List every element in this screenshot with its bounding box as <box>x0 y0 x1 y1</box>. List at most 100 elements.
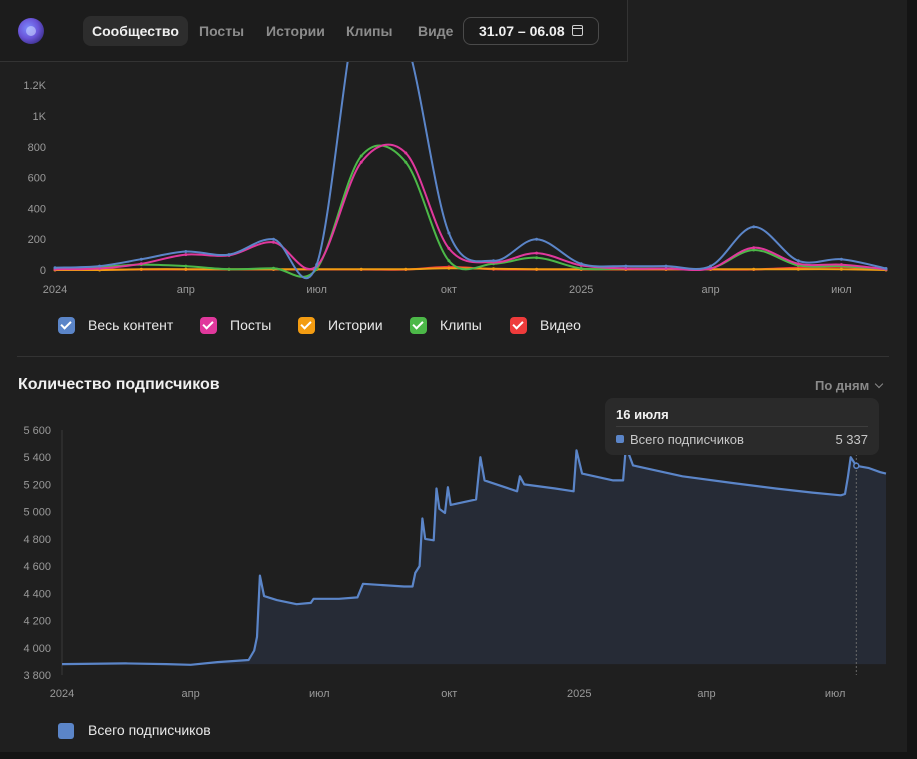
period-selector[interactable]: По дням <box>815 378 884 393</box>
legend-swatch[interactable] <box>58 723 74 739</box>
data-point <box>839 257 843 261</box>
content-activity-chart: 0 200 400 600 800 1K 1.2K 2024 апр июл окт 2025 апр… <box>23 62 888 296</box>
chevron-down-icon <box>874 379 884 389</box>
data-point <box>796 262 800 266</box>
y-tick-label: 4 400 <box>23 588 51 600</box>
y-tick-label: 600 <box>28 173 46 185</box>
y-tick-label: 3 800 <box>23 670 51 682</box>
legend-label: Весь контент <box>88 317 174 333</box>
data-point <box>272 237 275 241</box>
data-point <box>839 263 843 267</box>
data-point <box>98 264 102 268</box>
calendar-icon <box>572 25 583 36</box>
x-tick-label: окт <box>441 688 457 700</box>
data-point <box>139 257 143 261</box>
data-point <box>359 154 363 158</box>
data-point <box>184 253 188 257</box>
data-point <box>796 259 800 263</box>
data-point <box>752 248 756 252</box>
x-tick-label: июл <box>306 284 327 296</box>
x-tick-label: июл <box>309 688 330 700</box>
data-point <box>492 259 495 263</box>
x-tick-label: апр <box>182 688 200 700</box>
subscribers-chart: 3 800 4 000 4 200 4 400 4 600 4 800 5 000 5 200… <box>23 425 887 700</box>
tab-community[interactable]: Сообщество <box>83 16 188 46</box>
data-point <box>664 264 668 268</box>
x-tick-label: окт <box>441 284 457 296</box>
data-point <box>447 266 451 270</box>
data-point <box>624 267 628 270</box>
legend-label: Клипы <box>440 317 482 333</box>
checkbox-icon[interactable] <box>410 317 427 334</box>
data-point <box>447 246 451 250</box>
y-tick-label: 4 600 <box>23 561 51 573</box>
data-point <box>315 263 319 267</box>
legend-label: Посты <box>230 317 272 333</box>
y-tick-label: 4 200 <box>23 616 51 628</box>
data-point <box>227 267 231 271</box>
data-point <box>535 251 539 255</box>
data-point <box>404 267 408 271</box>
data-point <box>359 267 363 271</box>
header-bar: Сообщество Посты Истории Клипы Виде 31.0… <box>0 0 628 62</box>
legend-label: Всего подписчиков <box>88 722 211 738</box>
data-point <box>404 160 408 164</box>
data-point <box>447 259 451 263</box>
tab-stories[interactable]: Истории <box>266 23 325 39</box>
data-point <box>184 264 188 268</box>
series-line <box>54 143 887 271</box>
checkbox-icon[interactable] <box>298 317 315 334</box>
data-point <box>272 266 275 270</box>
tooltip-date: 16 июля <box>616 407 669 422</box>
data-point <box>535 267 539 271</box>
tab-clips[interactable]: Клипы <box>346 23 393 39</box>
x-tick-label: июл <box>825 688 846 700</box>
x-tick-label: 2025 <box>569 284 593 296</box>
community-avatar[interactable] <box>18 18 44 44</box>
hover-point <box>853 462 860 470</box>
checkbox-icon[interactable] <box>58 317 75 334</box>
x-tick-label: апр <box>701 284 719 296</box>
checkbox-icon[interactable] <box>510 317 527 334</box>
period-label: По дням <box>815 378 870 393</box>
x-tick-label: апр <box>697 688 715 700</box>
x-tick-label: 2024 <box>50 688 74 700</box>
tab-videos[interactable]: Виде <box>418 23 454 39</box>
date-range-label: 31.07 – 06.08 <box>479 23 565 39</box>
data-point <box>752 246 756 250</box>
data-point <box>404 151 408 155</box>
chart-tooltip: 16 июля Всего подписчиков 5 337 <box>605 398 879 455</box>
series-line <box>61 445 887 666</box>
y-tick-label: 4 800 <box>23 534 51 546</box>
data-point <box>709 267 713 270</box>
y-tick-label: 1K <box>33 111 47 123</box>
tooltip-series-name: Всего подписчиков <box>630 432 744 447</box>
x-tick-label: июл <box>831 284 852 296</box>
y-tick-label: 5 400 <box>23 452 51 464</box>
y-tick-label: 5 200 <box>23 479 51 491</box>
data-point <box>184 250 188 253</box>
y-tick-label: 800 <box>28 142 46 154</box>
data-point <box>184 267 188 271</box>
tab-posts[interactable]: Посты <box>199 23 245 39</box>
data-point <box>535 237 539 241</box>
data-point <box>884 267 888 270</box>
page-edge-bottom <box>0 752 917 759</box>
data-point <box>752 225 756 229</box>
tooltip-value: 5 337 <box>835 432 868 447</box>
date-range-button[interactable]: 31.07 – 06.08 <box>463 17 599 45</box>
tooltip-divider <box>616 426 868 427</box>
data-point <box>579 267 583 270</box>
data-point <box>579 262 583 266</box>
series-line <box>54 144 887 278</box>
y-tick-label: 4 000 <box>23 643 51 655</box>
y-tick-label: 1.2K <box>23 80 46 92</box>
data-point <box>624 264 628 268</box>
subscribers-title: Количество подписчиков <box>18 376 220 393</box>
y-tick-label: 200 <box>28 234 46 246</box>
x-tick-label: 2025 <box>567 688 591 700</box>
page-edge-right <box>907 0 917 759</box>
x-tick-label: апр <box>177 284 195 296</box>
checkbox-icon[interactable] <box>200 317 217 334</box>
y-tick-label: 5 000 <box>23 507 51 519</box>
